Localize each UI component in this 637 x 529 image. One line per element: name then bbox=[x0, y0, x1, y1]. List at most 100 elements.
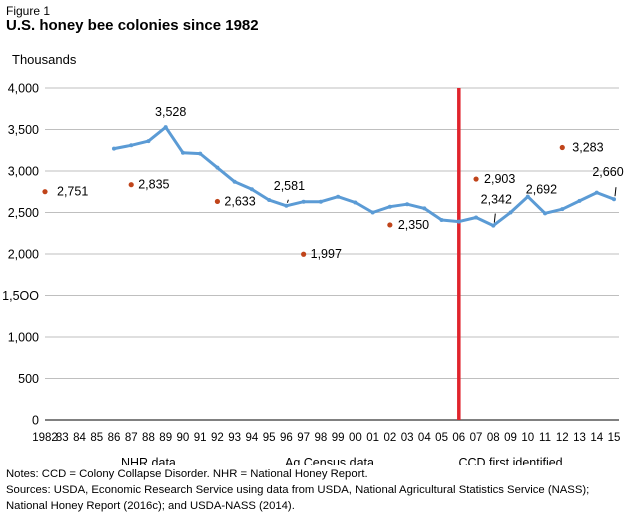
x-tick-label: 13 bbox=[573, 432, 586, 444]
line-point bbox=[577, 198, 582, 203]
data-label: 2,581 bbox=[274, 179, 305, 193]
x-tick-label: 89 bbox=[159, 432, 172, 444]
y-axis-label: Thousands bbox=[12, 52, 77, 67]
x-tick-label: 95 bbox=[263, 432, 276, 444]
x-tick-label: 87 bbox=[125, 432, 138, 444]
y-tick-label: 1,000 bbox=[8, 331, 39, 345]
x-tick-label: 97 bbox=[297, 432, 310, 444]
line-series bbox=[113, 125, 615, 228]
scatter-point bbox=[128, 182, 134, 188]
period-annotation: CCD first identified bbox=[458, 456, 562, 465]
x-tick-label: 99 bbox=[332, 432, 345, 444]
scatter-point bbox=[473, 176, 479, 182]
data-label: 2,350 bbox=[398, 218, 429, 232]
x-tick-label: 07 bbox=[470, 432, 483, 444]
x-tick-label: 06 bbox=[452, 432, 465, 444]
line-point bbox=[267, 198, 272, 203]
x-tick-label: 92 bbox=[211, 432, 224, 444]
period-annotation: NHR data bbox=[121, 456, 176, 465]
leader-line bbox=[614, 187, 617, 197]
line-point bbox=[301, 199, 306, 204]
line-point bbox=[543, 211, 548, 216]
line-point bbox=[474, 215, 479, 220]
x-tick-label: 11 bbox=[539, 432, 551, 444]
scatter-point bbox=[214, 198, 221, 205]
data-label: 2,903 bbox=[484, 172, 515, 186]
line-point bbox=[387, 204, 392, 209]
line-point bbox=[491, 223, 496, 228]
scatter-point bbox=[42, 189, 48, 195]
line-point bbox=[560, 207, 565, 212]
x-tick-label: 85 bbox=[90, 432, 103, 444]
y-tick-label: 3,000 bbox=[8, 165, 39, 179]
x-tick-label: 09 bbox=[504, 432, 517, 444]
line-point bbox=[163, 125, 168, 130]
x-tick-label: 02 bbox=[383, 432, 396, 444]
line-point bbox=[111, 146, 116, 151]
line-point bbox=[370, 210, 375, 215]
x-tick-label: 96 bbox=[280, 432, 293, 444]
y-tick-label: 0 bbox=[32, 414, 39, 428]
line-point bbox=[456, 219, 461, 224]
x-tick-label: 83 bbox=[56, 432, 69, 444]
chart-title: U.S. honey bee colonies since 1982 bbox=[6, 17, 259, 34]
leader-line bbox=[493, 213, 496, 223]
line-point bbox=[353, 200, 358, 205]
line-point bbox=[198, 151, 203, 156]
leader-line bbox=[286, 199, 289, 203]
scatter-point bbox=[301, 251, 307, 257]
y-tick-label: 3,500 bbox=[8, 123, 39, 137]
line-point bbox=[249, 187, 254, 192]
line-point bbox=[594, 190, 599, 195]
sources-text: Sources: USDA, Economic Research Service… bbox=[6, 484, 590, 512]
x-tick-label: 15 bbox=[608, 432, 621, 444]
data-label: 3,528 bbox=[155, 105, 186, 119]
figure-label: Figure 1 bbox=[6, 4, 51, 18]
line-point bbox=[612, 197, 616, 202]
data-label: 2,835 bbox=[138, 178, 169, 192]
x-tick-label: 12 bbox=[556, 432, 569, 444]
line-point bbox=[146, 139, 151, 144]
data-label: 2,751 bbox=[57, 185, 88, 199]
y-tick-label: 2,000 bbox=[8, 248, 39, 262]
scatter-point bbox=[387, 222, 393, 228]
chart-plot: 05001,0001,5OO2,0002,5003,0003,5004,0001… bbox=[2, 82, 624, 466]
y-tick-label: 2,500 bbox=[8, 206, 39, 220]
line-point bbox=[284, 203, 289, 208]
line-point bbox=[508, 210, 513, 215]
line-point bbox=[336, 194, 341, 199]
x-tick-label: 84 bbox=[73, 432, 86, 444]
data-label: 2,660 bbox=[592, 165, 623, 179]
x-tick-label: 05 bbox=[435, 432, 448, 444]
x-tick-label: 94 bbox=[246, 432, 259, 444]
x-tick-label: 91 bbox=[194, 432, 207, 444]
x-tick-label: 01 bbox=[366, 432, 379, 444]
x-tick-label: 14 bbox=[590, 432, 603, 444]
x-tick-label: 90 bbox=[177, 432, 190, 444]
notes-text: Notes: CCD = Colony Collapse Disorder. N… bbox=[6, 468, 368, 480]
x-tick-label: 1982 bbox=[32, 432, 58, 444]
x-tick-label: 98 bbox=[314, 432, 327, 444]
line-point bbox=[215, 165, 220, 170]
line-point bbox=[232, 179, 237, 184]
x-tick-label: 93 bbox=[228, 432, 241, 444]
line-point bbox=[318, 199, 323, 204]
x-tick-label: 03 bbox=[401, 432, 414, 444]
x-tick-label: 88 bbox=[142, 432, 155, 444]
line-point bbox=[405, 202, 410, 207]
chart-notes: Notes: CCD = Colony Collapse Disorder. N… bbox=[6, 466, 631, 514]
y-tick-label: 500 bbox=[18, 372, 39, 386]
y-tick-label: 4,000 bbox=[8, 82, 39, 96]
scatter-point bbox=[559, 144, 565, 151]
x-tick-label: 10 bbox=[521, 432, 534, 444]
x-tick-label: 04 bbox=[418, 432, 431, 444]
data-label: 1,997 bbox=[311, 247, 342, 261]
data-label: 2,633 bbox=[224, 194, 255, 208]
line-point bbox=[439, 217, 444, 222]
data-label: 3,283 bbox=[572, 141, 603, 155]
data-label: 2,692 bbox=[526, 183, 557, 197]
line-point bbox=[129, 143, 134, 148]
x-tick-label: 86 bbox=[108, 432, 121, 444]
x-tick-label: 08 bbox=[487, 432, 500, 444]
x-tick-label: 00 bbox=[349, 432, 362, 444]
